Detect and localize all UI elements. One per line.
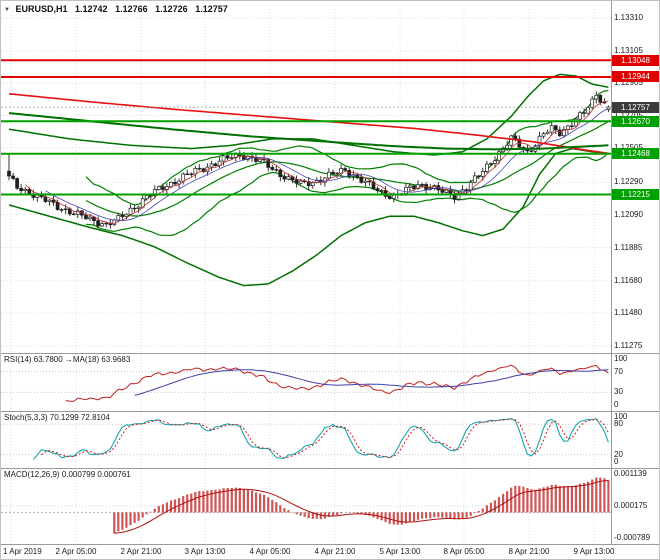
outer-band-lower — [8, 147, 609, 287]
bollinger-lower — [85, 152, 609, 237]
bollinger-upper — [85, 89, 609, 206]
stoch-d-line — [41, 418, 609, 459]
chart-header: ▼ EURUSD,H1 1.12742 1.12766 1.12726 1.12… — [4, 4, 233, 14]
bar-high-value: 1.12766 — [115, 4, 148, 14]
fast-ma-5 — [24, 100, 609, 225]
symbol-timeframe-label: EURUSD,H1 — [15, 4, 68, 14]
rsi-indicator-label: RSI(14) 63.7800 →MA(18) 63.9683 — [4, 355, 131, 364]
trend-ma-red — [8, 93, 609, 155]
outer-band-upper — [8, 73, 609, 156]
symbol-dropdown-icon: ▼ — [4, 7, 10, 13]
stoch-indicator-label: Stoch(5,3,3) 70.1299 72.8104 — [4, 413, 110, 422]
bollinger-middle — [85, 120, 609, 217]
macd-signal-line — [114, 480, 609, 534]
candles — [7, 91, 611, 229]
macd-indicator-label: MACD(12,26,9) 0.000799 0.000761 — [4, 470, 131, 479]
bar-low-value: 1.12726 — [155, 4, 188, 14]
macd-histogram — [113, 477, 610, 534]
rsi-line — [65, 364, 609, 402]
fast-ma-10 — [45, 108, 609, 222]
bar-open-value: 1.12742 — [75, 4, 108, 14]
rsi-ma-line — [134, 369, 609, 396]
bar-close-value: 1.12757 — [195, 4, 228, 14]
trend-ma-green — [8, 112, 609, 151]
